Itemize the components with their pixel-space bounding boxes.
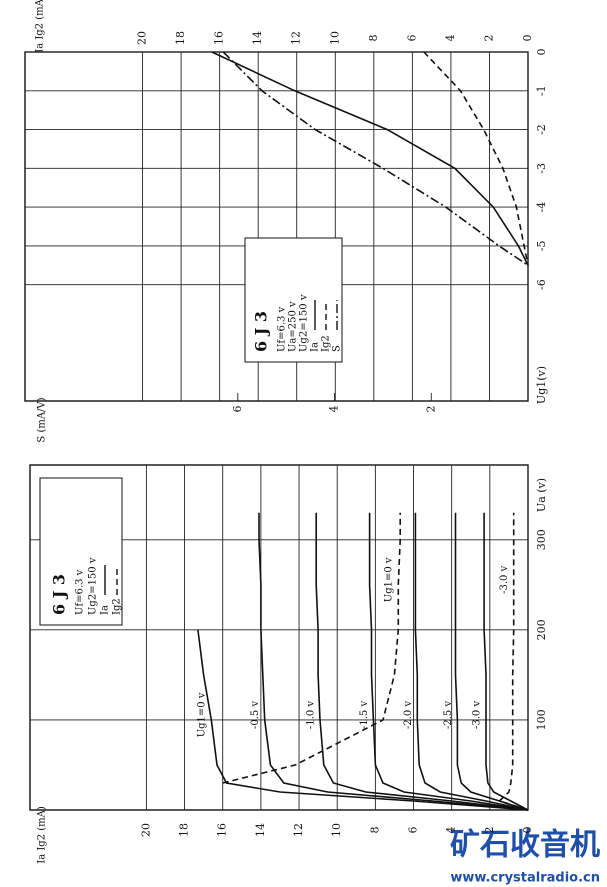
curve-label: Ug1=0 v — [197, 692, 208, 737]
curve-label: -1.0 v — [306, 701, 317, 729]
curve — [258, 512, 529, 811]
y-tick-label: 16 — [216, 823, 229, 837]
y2-axis-title: S (mA/V) — [37, 397, 48, 442]
y-tick-label: 14 — [254, 823, 267, 837]
y-tick-label: 10 — [330, 823, 343, 837]
x-tick-label: 100 — [535, 709, 548, 730]
annotation: Ug2=150 v — [299, 294, 310, 352]
watermark-url: www.crystalradio.cn — [450, 871, 600, 886]
legend-box — [39, 477, 123, 626]
x-tick-label: 0 — [535, 49, 548, 56]
x-tick-label: 200 — [535, 619, 548, 640]
curve — [197, 629, 529, 811]
x-tick-label: -5 — [535, 241, 548, 252]
y-tick-label: 4 — [444, 35, 457, 42]
annotation: Ug2=150 v — [88, 557, 99, 615]
y-tick-label: 8 — [367, 35, 380, 42]
y-tick-label: 12 — [290, 31, 303, 45]
curve-label: -1.5 v — [359, 701, 370, 729]
annotation: Uf=6.3 v — [277, 306, 288, 352]
y-tick-label: 6 — [407, 827, 420, 834]
legend-label: Ig2 — [321, 335, 332, 352]
y-tick-label: 16 — [213, 31, 226, 45]
curve — [211, 51, 529, 266]
y-axis-title: Ia Ig2 (mA) — [35, 0, 46, 53]
curve — [315, 512, 529, 811]
y2-tick-label: 4 — [328, 406, 341, 413]
curve — [368, 512, 529, 811]
y-tick-label: 2 — [482, 35, 495, 42]
curve — [423, 51, 529, 266]
curve-label: -2.5 v — [443, 701, 454, 729]
annotation: Uf=6.3 v — [75, 569, 86, 615]
legend-label: Ig2 — [112, 598, 123, 615]
x-tick-label: -2 — [535, 124, 548, 135]
legend-label: S — [332, 345, 343, 352]
x-tick-label: -3 — [535, 163, 548, 174]
y-tick-label: 6 — [405, 35, 418, 42]
y-tick-label: 20 — [136, 31, 149, 45]
curve — [222, 51, 529, 266]
y-tick-label: 14 — [251, 31, 264, 45]
curve — [483, 512, 529, 811]
curve-label: -3.0 v — [499, 565, 510, 593]
y-tick-label: 8 — [368, 827, 381, 834]
curve — [222, 512, 401, 784]
curve-label: -0.5 v — [250, 701, 261, 729]
legend-label: Ia — [100, 605, 111, 615]
annotation: 6 J 3 — [252, 311, 271, 352]
annotation: Ua=250 v — [288, 301, 299, 352]
watermark-title: 矿石收音机 — [450, 828, 600, 863]
curve — [414, 512, 529, 811]
x-axis-title: Ug1(v) — [535, 366, 548, 404]
y-tick-label: 20 — [139, 823, 152, 837]
y-tick-label: 18 — [174, 31, 187, 45]
x-tick-label: -4 — [535, 202, 548, 213]
legend-box — [244, 237, 343, 363]
annotation: 6 J 3 — [50, 574, 69, 615]
y-tick-label: 10 — [328, 31, 341, 45]
y2-tick-label: 2 — [424, 406, 437, 413]
x-axis-title: Ua (v) — [535, 478, 548, 512]
curve-label: -2.0 v — [403, 701, 414, 729]
y-tick-label: 0 — [521, 827, 534, 834]
curve — [454, 512, 529, 811]
x-tick-label: -1 — [535, 85, 548, 96]
curve-label: -3.0 v — [472, 701, 483, 729]
x-tick-label: 300 — [535, 529, 548, 550]
y-tick-label: 2 — [483, 827, 496, 834]
curve-label: Ug1=0 v — [384, 557, 395, 602]
y-tick-label: 18 — [178, 823, 191, 837]
legend-label: Ia — [310, 342, 321, 352]
y-axis-title: Ia Ig2 (mA) — [37, 806, 48, 864]
curve — [497, 512, 529, 811]
x-tick-label: -6 — [535, 279, 548, 290]
y-tick-label: 0 — [521, 35, 534, 42]
y-tick-label: 4 — [445, 827, 458, 834]
y-tick-label: 12 — [292, 823, 305, 837]
y2-tick-label: 6 — [231, 406, 244, 413]
